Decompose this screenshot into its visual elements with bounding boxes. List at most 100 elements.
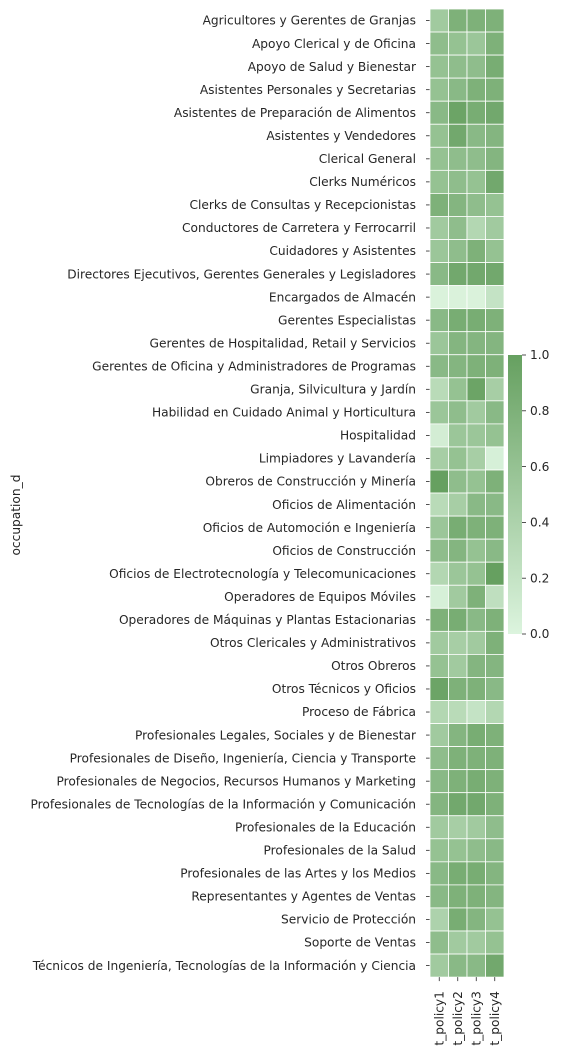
heatmap-cell-26-2 bbox=[448, 584, 468, 609]
heatmap-cell-42-2 bbox=[448, 953, 468, 978]
heatmap-cell-27-1 bbox=[429, 607, 449, 632]
heatmap-cell-29-3 bbox=[466, 654, 486, 678]
row-label-obreros-de-construccion-y-mineria: Obreros de Construcción y Minería bbox=[205, 475, 416, 489]
heatmap-cell-12-2 bbox=[448, 262, 468, 286]
heatmap-cell-22-2 bbox=[448, 492, 468, 517]
column-label-t-policy4: t_policy4 bbox=[488, 991, 502, 1046]
row-label-clerks-numericos: Clerks Numéricos bbox=[309, 175, 416, 189]
heatmap-cell-34-4 bbox=[485, 769, 505, 794]
row-label-profesionales-legales-sociales-y-de-bienestar: Profesionales Legales, Sociales y de Bie… bbox=[135, 728, 417, 742]
heatmap-cell-15-2 bbox=[448, 331, 468, 356]
heatmap-cell-14-4 bbox=[485, 308, 505, 333]
heatmap-cell-24-3 bbox=[466, 538, 486, 563]
heatmap-cell-23-1 bbox=[429, 515, 449, 540]
heatmap-cell-1-2 bbox=[448, 8, 468, 33]
heatmap-cell-14-3 bbox=[466, 308, 486, 333]
heatmap-cell-5-3 bbox=[466, 100, 486, 125]
heatmap-cell-30-3 bbox=[466, 677, 486, 701]
heatmap-cell-23-4 bbox=[485, 515, 505, 540]
row-label-tecnicos-de-ingenieria-tecnologias-de-la-informacion-y-ciencia: Técnicos de Ingeniería, Tecnologías de l… bbox=[32, 959, 416, 973]
row-label-clerks-de-consultas-y-recepcionistas: Clerks de Consultas y Recepcionistas bbox=[190, 198, 416, 212]
heatmap-cell-7-1 bbox=[429, 146, 449, 171]
row-label-gerentes-especialistas: Gerentes Especialistas bbox=[278, 313, 416, 327]
heatmap-cell-11-1 bbox=[429, 239, 449, 263]
heatmap-cell-21-1 bbox=[429, 469, 449, 494]
heatmap-cell-32-3 bbox=[466, 723, 486, 747]
heatmap-cell-19-4 bbox=[485, 423, 505, 448]
row-label-asistentes-y-vendedores: Asistentes y Vendedores bbox=[266, 129, 416, 143]
heatmap-cell-40-3 bbox=[466, 907, 486, 932]
heatmap-cell-22-4 bbox=[485, 492, 505, 517]
heatmap-cell-41-4 bbox=[485, 930, 505, 955]
row-label-soporte-de-ventas: Soporte de Ventas bbox=[304, 936, 416, 950]
heatmap-cell-41-1 bbox=[429, 930, 449, 955]
heatmap-cell-26-4 bbox=[485, 584, 505, 609]
heatmap-cell-35-3 bbox=[466, 792, 486, 817]
heatmap-cell-34-1 bbox=[429, 769, 449, 794]
heatmap-cell-2-4 bbox=[485, 31, 505, 56]
heatmap-cell-18-1 bbox=[429, 400, 449, 425]
row-label-profesionales-de-la-educacion: Profesionales de la Educación bbox=[235, 820, 416, 834]
heatmap-cell-10-4 bbox=[485, 216, 505, 240]
heatmap-cell-7-4 bbox=[485, 146, 505, 171]
column-label-t-policy1: t_policy1 bbox=[433, 991, 447, 1046]
colorbar-tick-label: 1.0 bbox=[530, 348, 549, 362]
row-label-agricultores-y-gerentes-de-granjas: Agricultores y Gerentes de Granjas bbox=[203, 14, 416, 28]
heatmap-cell-16-1 bbox=[429, 354, 449, 379]
heatmap-cell-40-2 bbox=[448, 907, 468, 932]
heatmap-cell-21-2 bbox=[448, 469, 468, 494]
heatmap-cell-3-4 bbox=[485, 54, 505, 79]
heatmap-cell-4-1 bbox=[429, 77, 449, 102]
heatmap-cell-19-3 bbox=[466, 423, 486, 448]
heatmap-cell-5-1 bbox=[429, 100, 449, 125]
heatmap-cell-25-1 bbox=[429, 561, 449, 586]
heatmap-cell-16-3 bbox=[466, 354, 486, 379]
heatmap-cell-10-3 bbox=[466, 216, 486, 240]
row-label-apoyo-de-salud-y-bienestar: Apoyo de Salud y Bienestar bbox=[248, 60, 417, 74]
heatmap-cell-38-3 bbox=[466, 861, 486, 886]
heatmap-cell-13-4 bbox=[485, 285, 505, 310]
heatmap-cell-17-4 bbox=[485, 377, 505, 402]
colorbar-tick-label: 0.4 bbox=[530, 516, 550, 530]
heatmap-cell-25-3 bbox=[466, 561, 486, 586]
row-label-habilidad-en-cuidado-animal-y-horticultura: Habilidad en Cuidado Animal y Horticultu… bbox=[152, 406, 416, 420]
heatmap-cell-28-4 bbox=[485, 630, 505, 655]
row-label-servicio-de-proteccion: Servicio de Protección bbox=[281, 913, 416, 927]
heatmap-cell-31-1 bbox=[429, 700, 449, 724]
column-label-t-policy2: t_policy2 bbox=[451, 991, 465, 1046]
heatmap-cell-11-4 bbox=[485, 239, 505, 263]
heatmap-cell-42-1 bbox=[429, 953, 449, 978]
heatmap-cell-16-2 bbox=[448, 354, 468, 379]
heatmap-cell-29-1 bbox=[429, 654, 449, 678]
heatmap-cell-24-2 bbox=[448, 538, 468, 563]
heatmap-cell-15-4 bbox=[485, 331, 505, 356]
heatmap-cell-37-3 bbox=[466, 838, 486, 863]
heatmap-cell-37-1 bbox=[429, 838, 449, 863]
heatmap-cell-40-4 bbox=[485, 907, 505, 932]
heatmap-cell-3-2 bbox=[448, 54, 468, 79]
heatmap-cell-11-3 bbox=[466, 239, 486, 263]
heatmap-cell-23-3 bbox=[466, 515, 486, 540]
colorbar-tick-label: 0.6 bbox=[530, 460, 549, 474]
heatmap-cell-2-1 bbox=[429, 31, 449, 56]
heatmap-cell-17-3 bbox=[466, 377, 486, 402]
heatmap-cell-29-4 bbox=[485, 654, 505, 678]
row-label-otros-clericales-y-administrativos: Otros Clericales y Administrativos bbox=[210, 636, 416, 650]
heatmap-cell-8-3 bbox=[466, 169, 486, 194]
heatmap-cell-42-3 bbox=[466, 953, 486, 978]
heatmap-cell-9-3 bbox=[466, 192, 486, 217]
heatmap-cell-21-3 bbox=[466, 469, 486, 494]
heatmap-cell-34-3 bbox=[466, 769, 486, 794]
heatmap-cell-4-2 bbox=[448, 77, 468, 102]
heatmap-cell-2-2 bbox=[448, 31, 468, 56]
heatmap-cell-18-4 bbox=[485, 400, 505, 425]
row-label-proceso-de-fabrica: Proceso de Fábrica bbox=[302, 705, 416, 719]
heatmap-cell-16-4 bbox=[485, 354, 505, 379]
heatmap-cell-23-2 bbox=[448, 515, 468, 540]
heatmap-cell-22-3 bbox=[466, 492, 486, 517]
row-label-representantes-y-agentes-de-ventas: Representantes y Agentes de Ventas bbox=[191, 890, 416, 904]
colorbar-tick-label: 0.0 bbox=[530, 627, 549, 641]
colorbar-gradient bbox=[508, 355, 522, 634]
row-label-profesionales-de-tecnologias-de-la-informacion-y-comunicacion: Profesionales de Tecnologías de la Infor… bbox=[30, 797, 416, 811]
heatmap-cell-7-2 bbox=[448, 146, 468, 171]
